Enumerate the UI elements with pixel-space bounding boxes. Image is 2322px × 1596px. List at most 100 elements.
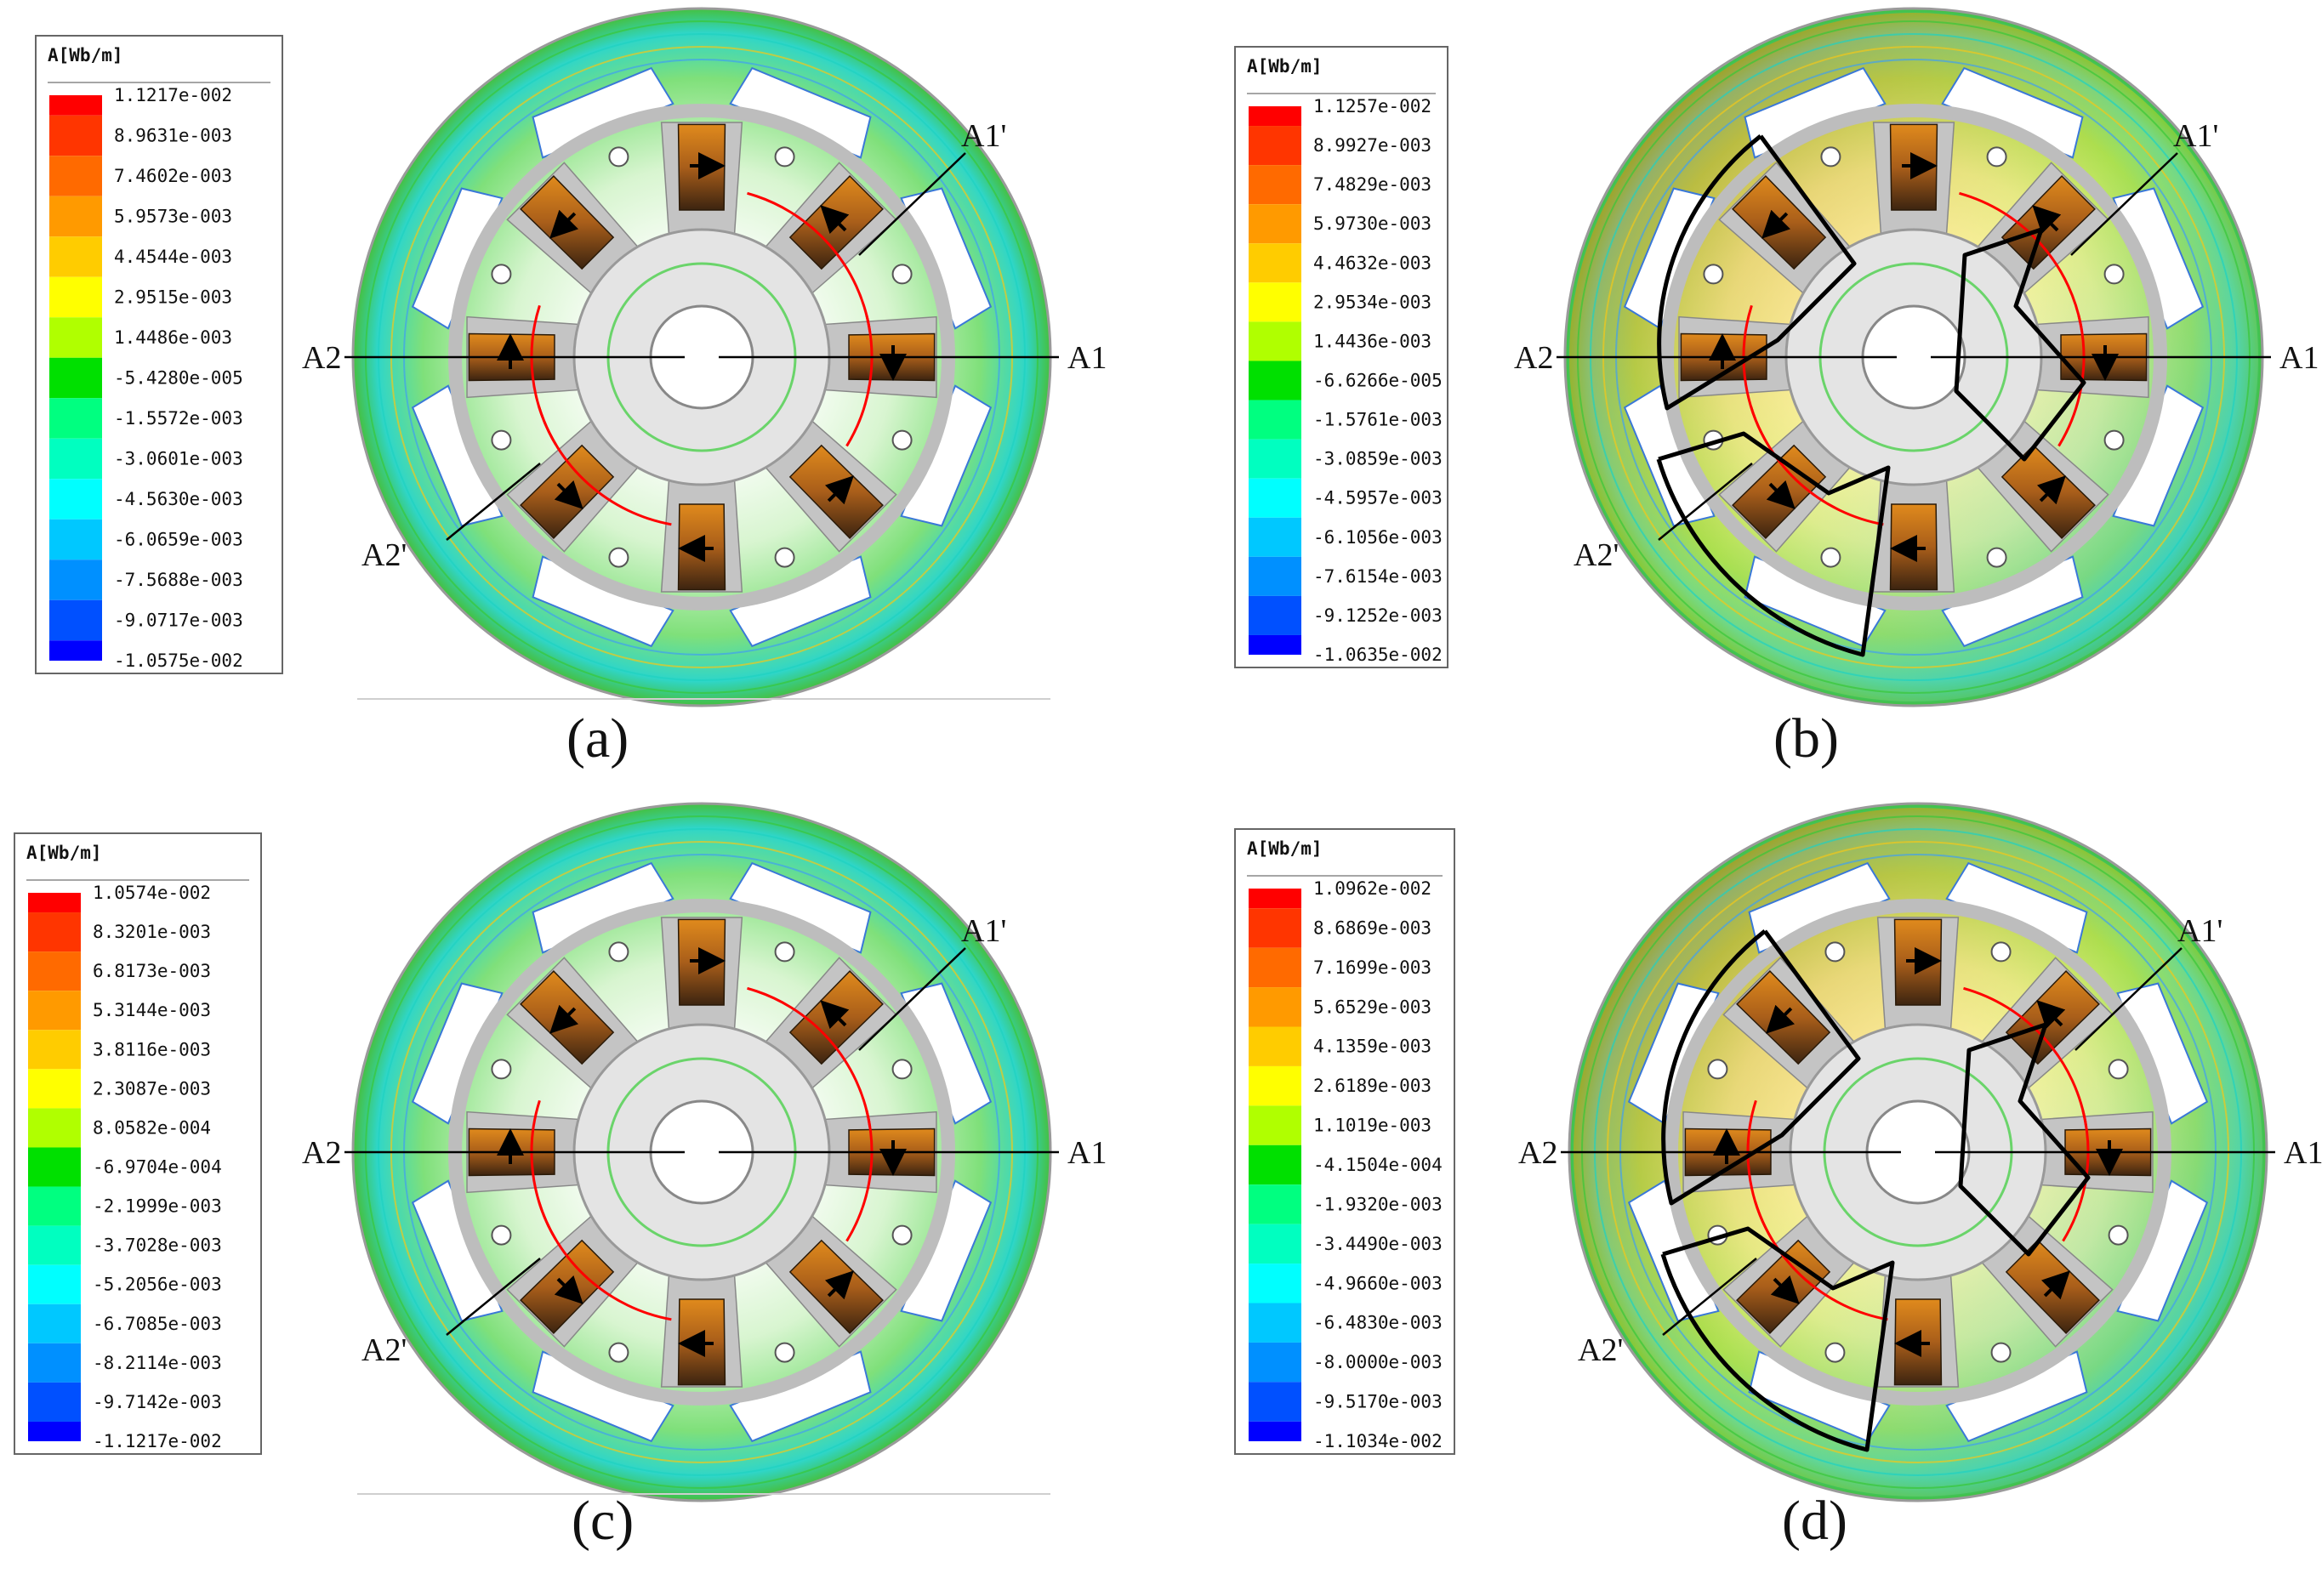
legend-value: -9.1252e-003	[1313, 605, 1443, 626]
bolt-hole	[608, 1342, 629, 1363]
colorbar-swatch	[49, 599, 102, 641]
label-a2: A2	[302, 1135, 341, 1171]
legend-value: -8.0000e-003	[1313, 1352, 1443, 1372]
legend-value: -6.0659e-003	[114, 530, 243, 550]
bolt-hole	[608, 146, 629, 168]
legend-value: -4.5957e-003	[1313, 488, 1443, 508]
legend-b: A[Wb/m] 1.1257e-002 8.9927e-003 7.4829e-003…	[1234, 46, 1448, 668]
legend-value: 8.6869e-003	[1313, 917, 1431, 938]
colorbar-swatch	[1249, 908, 1301, 948]
bolt-hole	[1703, 264, 1724, 285]
coil-span-arc-a2p	[538, 406, 672, 526]
legend-value: -5.2056e-003	[93, 1275, 222, 1295]
colorbar-swatch	[49, 236, 102, 277]
coil-span-arc-a1p	[1963, 986, 2088, 1127]
label-a2-prime: A2'	[361, 537, 407, 573]
coil-arrow	[549, 209, 579, 239]
panel-a: A[Wb/m] 1.1217e-002 8.9631e-003 7.4602e-003…	[35, 7, 1107, 770]
legend-value: 3.8116e-003	[93, 1039, 211, 1059]
colorbar-swatch	[49, 559, 102, 600]
legend-value: 5.9730e-003	[1313, 213, 1431, 234]
legend-value: -3.0859e-003	[1313, 449, 1443, 469]
legend-value: 7.4829e-003	[1313, 174, 1431, 195]
colorbar-swatch	[28, 1030, 81, 1070]
legend-value: -5.4280e-005	[114, 368, 243, 389]
bolt-hole	[491, 1224, 512, 1246]
label-a2: A2	[1514, 340, 1553, 376]
bolt-hole	[1986, 547, 2007, 568]
legend-value: -1.5572e-003	[114, 408, 243, 429]
colorbar-swatch	[49, 317, 102, 358]
legend-value: -3.0601e-003	[114, 449, 243, 469]
legend-value: -4.9660e-003	[1313, 1273, 1443, 1293]
colorbar-swatch	[49, 640, 102, 661]
label-a2-prime: A2'	[361, 1332, 407, 1368]
colorbar-swatch	[1249, 1224, 1301, 1264]
colorbar-swatch	[1249, 282, 1301, 322]
flux-path-3	[1656, 431, 1891, 657]
caption-c: (c)	[572, 1490, 634, 1552]
colorbar-swatch	[49, 115, 102, 156]
colorbar-swatch	[28, 1382, 81, 1422]
label-a1-prime: A1'	[961, 913, 1006, 949]
legend-value: -9.7142e-003	[93, 1392, 222, 1412]
bolt-hole	[1707, 1059, 1728, 1080]
legend-value: 4.4544e-003	[114, 247, 232, 267]
coil-arrow	[554, 480, 583, 509]
flux-path-1	[1661, 929, 1861, 1206]
bolt-hole	[491, 264, 512, 285]
legend-value: 7.4602e-003	[114, 166, 232, 186]
motor-section-d	[1568, 802, 2268, 1502]
colorbar-swatch	[1249, 1144, 1301, 1185]
legend-value: -6.4830e-003	[1313, 1313, 1443, 1333]
a1p-leader	[858, 947, 966, 1051]
bolt-hole	[1986, 146, 2007, 168]
bolt-hole	[608, 941, 629, 963]
bolt-hole	[2103, 429, 2125, 451]
legend-value: -1.5761e-003	[1313, 410, 1443, 430]
bolt-hole	[891, 1224, 913, 1246]
colorbar-swatch	[1249, 400, 1301, 440]
a2p-leader	[446, 463, 541, 541]
bolt-hole	[1824, 1342, 1846, 1363]
legend-value: -3.4490e-003	[1313, 1234, 1443, 1254]
legend-value: 2.9515e-003	[114, 287, 232, 308]
legend-value: 2.6189e-003	[1313, 1076, 1431, 1096]
coil-arrow	[2040, 1270, 2070, 1300]
colorbar-swatch	[28, 951, 81, 991]
legend-value: -7.5688e-003	[114, 570, 243, 590]
coil-arrow	[1761, 209, 1791, 239]
legend-value: 5.3144e-003	[93, 1000, 211, 1020]
legend-value: -1.0575e-002	[114, 650, 243, 671]
motor-section-b	[1563, 7, 2264, 707]
bolt-hole	[2103, 264, 2125, 285]
legend-value: -6.9704e-004	[93, 1157, 222, 1178]
legend-value: -4.1504e-004	[1313, 1155, 1443, 1175]
label-a2-prime: A2'	[1574, 537, 1619, 573]
a2p-leader	[446, 1258, 541, 1336]
colorbar-swatch	[1249, 126, 1301, 166]
bolt-hole	[491, 429, 512, 451]
legend-value: 1.0574e-002	[93, 883, 211, 903]
colorbar-swatch	[1249, 1342, 1301, 1383]
coil-arrow	[820, 1000, 850, 1030]
legend-value: -1.9320e-003	[1313, 1194, 1443, 1214]
label-a1-prime: A1'	[961, 118, 1006, 154]
legend-value: -1.1217e-002	[93, 1431, 222, 1451]
colorbar-swatch	[1249, 478, 1301, 518]
legend-value: 8.9631e-003	[114, 126, 232, 146]
bolt-hole	[1990, 1342, 2012, 1363]
coil-span-arc-a1p	[747, 986, 872, 1127]
colorbar-swatch	[1249, 361, 1301, 400]
bolt-hole	[774, 146, 795, 168]
a2p-leader	[1658, 463, 1753, 541]
legend-value: -8.2114e-003	[93, 1353, 222, 1373]
coil-span-arc-a1	[845, 315, 874, 447]
colorbar-swatch	[28, 1421, 81, 1441]
label-a1: A1	[1067, 340, 1107, 376]
colorbar-swatch	[1249, 1421, 1301, 1441]
legend-value: 5.9573e-003	[114, 207, 232, 227]
legend-value: 8.0582e-004	[93, 1117, 211, 1138]
bolt-hole	[774, 547, 795, 568]
legend-value: 1.1257e-002	[1313, 96, 1431, 116]
